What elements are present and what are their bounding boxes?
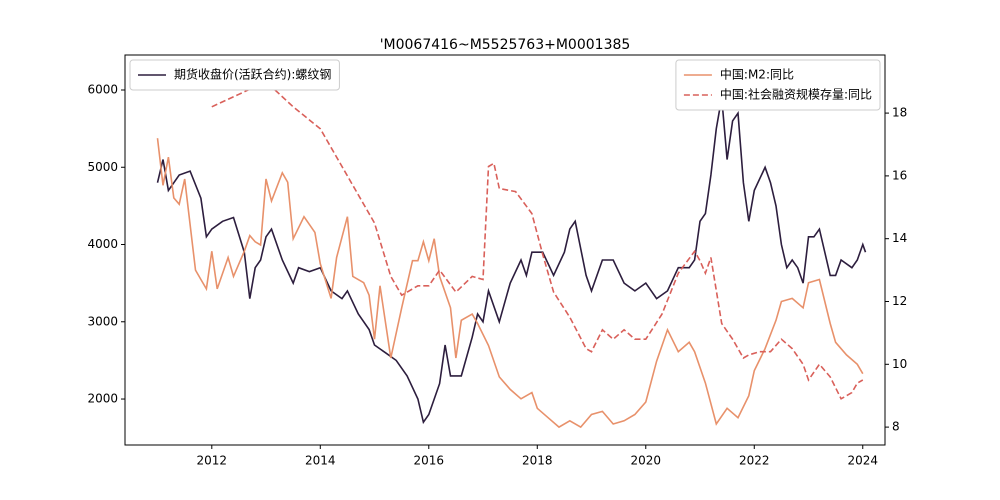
y2-tick-label: 14 — [892, 231, 907, 245]
legend-label: 中国:社会融资规模存量:同比 — [720, 87, 872, 102]
x-tick-label: 2014 — [305, 454, 336, 468]
y-tick-label: 6000 — [87, 82, 118, 96]
y2-tick-label: 16 — [892, 168, 907, 182]
plot-frame — [124, 54, 886, 446]
x-tick-label: 2022 — [739, 454, 770, 468]
legend-box — [675, 59, 881, 111]
legend: 期货收盘价(活跃合约):螺纹钢 — [129, 59, 340, 91]
y2-tick-label: 18 — [892, 106, 907, 120]
series-line — [211, 80, 864, 400]
y-tick-label: 3000 — [87, 314, 118, 328]
x-tick-label: 2024 — [847, 454, 878, 468]
legend-label: 中国:M2:同比 — [720, 67, 794, 82]
y2-tick-label: 12 — [892, 294, 907, 308]
y-tick-label: 5000 — [87, 160, 118, 174]
x-tick-label: 2020 — [630, 454, 661, 468]
x-tick-label: 2018 — [522, 454, 553, 468]
series-line — [156, 138, 864, 429]
y2-tick-label: 8 — [892, 420, 900, 434]
x-tick-label: 2016 — [414, 454, 445, 468]
legend-box — [129, 59, 340, 91]
legend-label: 期货收盘价(活跃合约):螺纹钢 — [174, 67, 331, 82]
series-line — [156, 97, 867, 425]
chart-title: 'M0067416~M5525763+M0001385 — [380, 37, 631, 53]
y-tick-label: 4000 — [87, 237, 118, 251]
x-tick-label: 2012 — [197, 454, 228, 468]
y2-tick-label: 10 — [892, 357, 907, 371]
y-tick-label: 2000 — [87, 392, 118, 406]
